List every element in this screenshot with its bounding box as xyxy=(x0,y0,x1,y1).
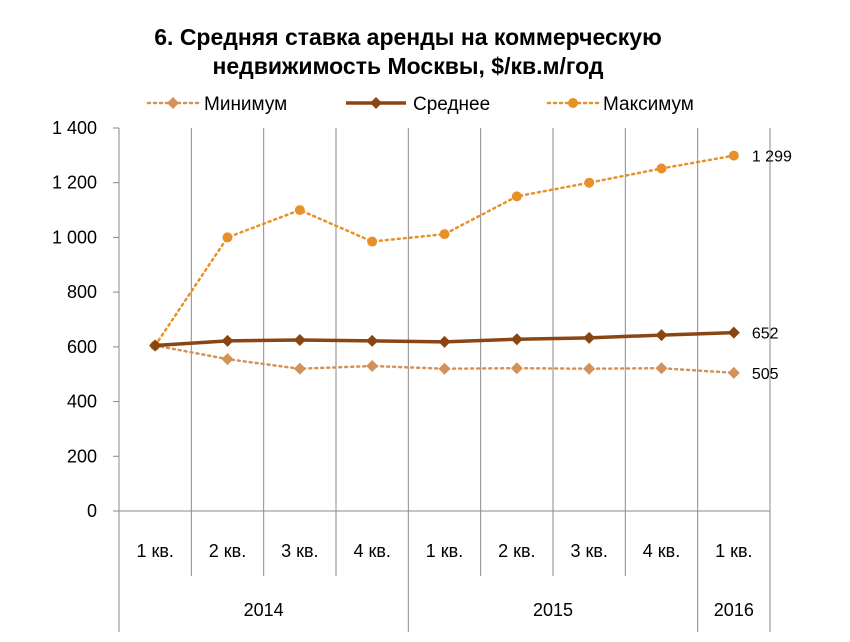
data-point xyxy=(728,150,739,161)
chart-legend: Минимум Среднее Максимум xyxy=(146,94,694,115)
end-value-label: 652 xyxy=(752,326,779,343)
y-axis-ticks: 0 200 400 600 800 1 000 1 200 1 400 xyxy=(52,118,119,521)
series-line xyxy=(153,154,736,347)
legend-label: Минимум xyxy=(204,94,287,115)
x-tick-label: 2 кв. xyxy=(209,541,246,561)
x-tick-label: 4 кв. xyxy=(643,541,680,561)
y-tick-label: 200 xyxy=(67,446,97,466)
y-tick-label: 400 xyxy=(67,392,97,412)
data-point xyxy=(293,362,306,375)
data-point xyxy=(294,205,305,216)
x-tick-label: 1 кв. xyxy=(715,541,752,561)
data-point xyxy=(655,329,668,342)
x-tick-label: 3 кв. xyxy=(570,541,607,561)
x-tick-label: 1 кв. xyxy=(136,541,173,561)
y-tick-label: 800 xyxy=(67,282,97,302)
y-tick-label: 1 400 xyxy=(52,118,97,138)
data-point xyxy=(510,333,523,346)
x-tick-label: 1 кв. xyxy=(426,541,463,561)
chart-series xyxy=(149,150,740,379)
chart-axes xyxy=(118,128,770,512)
x-year-label: 2016 xyxy=(714,600,754,620)
data-labels: 505 1 299 652 xyxy=(752,149,792,383)
chart-title-line-2: недвижимость Москвы, $/кв.м/год xyxy=(212,53,603,79)
series-average xyxy=(149,326,740,352)
data-point xyxy=(221,353,234,366)
x-year-label: 2015 xyxy=(533,600,573,620)
series-maximum xyxy=(150,150,739,351)
data-point xyxy=(366,334,379,347)
x-axis-ticks: 1 кв. 2 кв. 3 кв. 4 кв. 1 кв. 2 кв. 3 кв. 4 кв.… xyxy=(118,511,771,632)
y-tick-label: 0 xyxy=(87,501,97,521)
x-tick-label: 3 кв. xyxy=(281,541,318,561)
y-tick-label: 1 000 xyxy=(52,227,97,247)
y-tick-label: 1 200 xyxy=(52,173,97,193)
data-point xyxy=(366,360,379,373)
legend-marker xyxy=(370,97,382,109)
legend-label: Максимум xyxy=(603,94,694,115)
legend-marker xyxy=(568,98,578,108)
data-point xyxy=(655,362,668,375)
data-point xyxy=(438,335,451,348)
x-tick-label: 4 кв. xyxy=(353,541,390,561)
data-point xyxy=(656,163,667,174)
data-point xyxy=(367,236,378,247)
y-tick-label: 600 xyxy=(67,337,97,357)
data-point xyxy=(439,229,450,240)
data-point xyxy=(438,362,451,375)
data-point xyxy=(727,366,740,379)
data-point xyxy=(511,191,522,202)
chart-title-line-1: 6. Средняя ставка аренды на коммерческую xyxy=(154,24,661,50)
data-point xyxy=(583,362,596,375)
end-value-label: 505 xyxy=(752,366,779,383)
data-point xyxy=(583,331,596,344)
legend-item: Среднее xyxy=(346,94,490,115)
x-tick-label: 2 кв. xyxy=(498,541,535,561)
data-point xyxy=(727,326,740,339)
data-point xyxy=(149,339,162,352)
data-point xyxy=(584,177,595,188)
data-point xyxy=(221,334,234,347)
end-value-label: 1 299 xyxy=(752,149,792,166)
legend-item: Максимум xyxy=(546,94,694,115)
series-line xyxy=(153,344,736,375)
data-point xyxy=(293,334,306,347)
legend-marker xyxy=(167,97,179,109)
vertical-gridlines xyxy=(190,128,771,511)
legend-label: Среднее xyxy=(413,94,490,115)
x-year-label: 2014 xyxy=(244,600,284,620)
data-point xyxy=(222,232,233,243)
legend-item: Минимум xyxy=(146,94,287,115)
data-point xyxy=(510,362,523,375)
